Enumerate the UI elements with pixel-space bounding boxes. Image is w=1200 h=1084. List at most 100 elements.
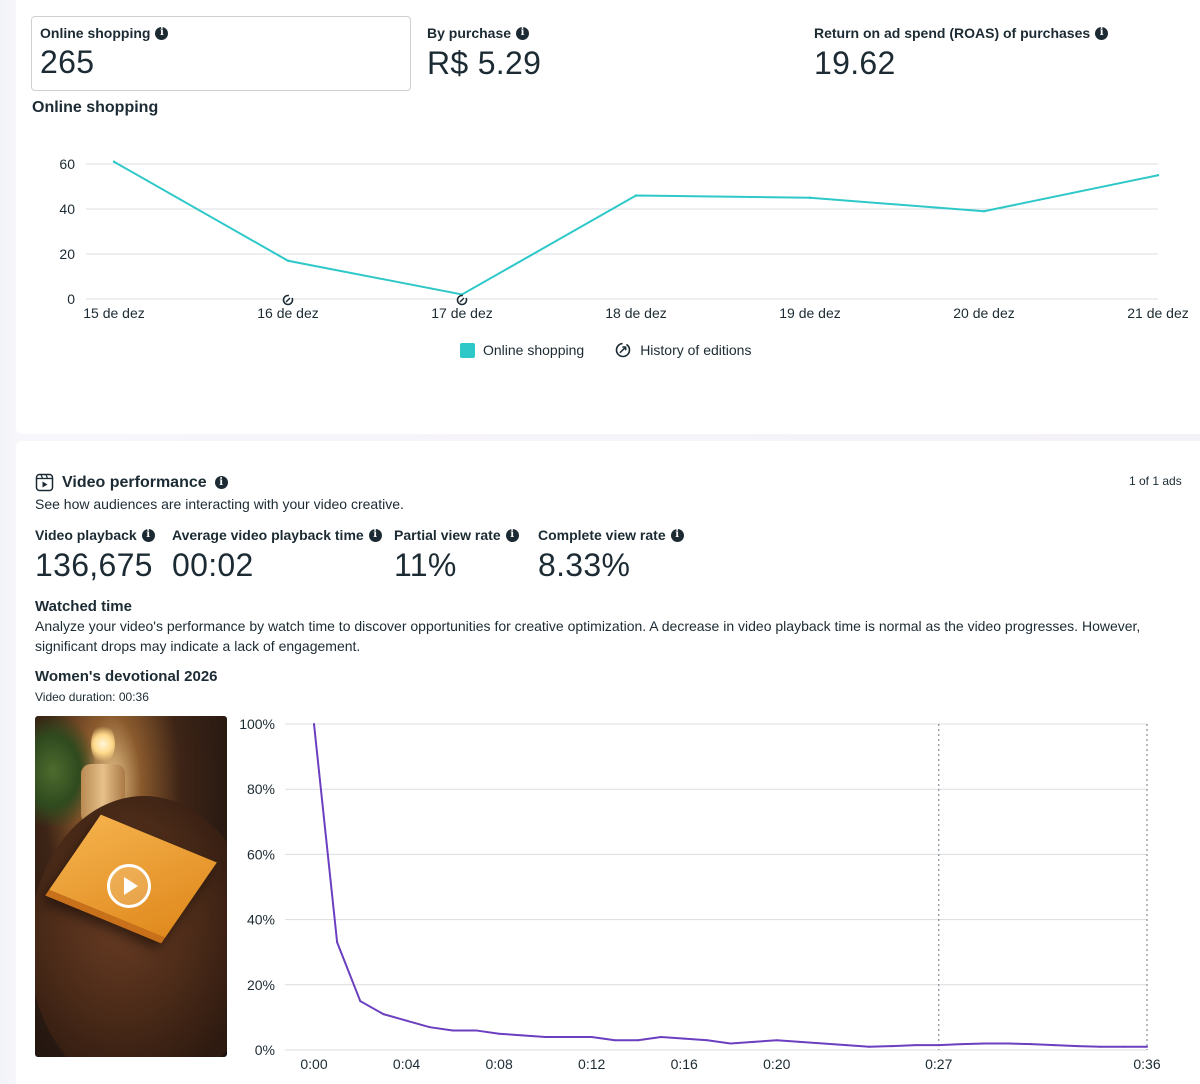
legend-swatch — [460, 342, 475, 358]
data-point — [382, 1013, 385, 1016]
data-point — [706, 1039, 709, 1042]
video-performance-header: Video performance i — [35, 473, 228, 492]
video-performance-title: Video performance — [62, 473, 207, 491]
video-performance-subtitle: See how audiences are interacting with y… — [35, 496, 404, 512]
x-tick-label: 0:08 — [485, 1056, 512, 1072]
metric-video-playback-label-row: Video playback i — [35, 527, 155, 543]
info-icon[interactable]: i — [214, 476, 228, 489]
watched-time-description: Analyze your video's performance by watc… — [35, 618, 1141, 654]
data-point — [359, 1000, 362, 1003]
metric-label: Return on ad spend (ROAS) of purchases — [814, 25, 1091, 41]
metric-label: Video playback — [35, 527, 137, 543]
data-point — [544, 1035, 547, 1038]
data-point — [590, 1035, 593, 1038]
info-icon[interactable]: i — [141, 528, 155, 542]
data-point — [1099, 1045, 1102, 1048]
series-line-online-shopping — [113, 160, 1159, 296]
data-point — [822, 1042, 825, 1045]
y-tick-label: 40% — [247, 912, 275, 928]
metric-value: 19.62 — [814, 45, 896, 81]
data-point — [752, 1040, 755, 1043]
x-tick-label: 17 de dez — [431, 305, 493, 321]
y-tick-label: 60% — [247, 846, 275, 862]
data-point — [683, 1037, 686, 1040]
x-tick-label: 18 de dez — [605, 305, 667, 321]
watched-time-chart: 0% 20% 40% 60% 80% 100% 0:00 0:04 0:08 0:12 0:16 0:… — [239, 716, 1161, 1072]
watched-time-title: Watched time — [35, 598, 132, 615]
metric-average-playback-time-label-row: Average video playback time i — [172, 527, 382, 543]
y-tick-label: 80% — [247, 781, 275, 797]
data-point — [474, 1029, 477, 1032]
play-icon[interactable] — [107, 864, 151, 908]
info-icon[interactable]: i — [368, 528, 382, 542]
metric-roas[interactable]: Return on ad spend (ROAS) of purchases i… — [814, 25, 1109, 82]
data-point — [845, 1044, 848, 1047]
metric-value: 8.33% — [538, 547, 631, 583]
x-tick-label: 19 de dez — [779, 305, 841, 321]
data-point — [313, 723, 315, 725]
metric-online-shopping[interactable]: Online shopping i 265 — [31, 16, 411, 91]
info-icon[interactable]: i — [1095, 26, 1109, 40]
y-tick-label: 20 — [59, 246, 75, 262]
data-point — [1076, 1045, 1079, 1048]
data-point — [1007, 1042, 1010, 1045]
data-point — [634, 194, 638, 197]
play-triangle — [124, 877, 138, 895]
data-point — [808, 196, 812, 199]
x-tick-label: 0:00 — [300, 1056, 327, 1072]
metric-by-purchase[interactable]: By purchase i R$ 5.29 — [427, 25, 541, 82]
candle-flame-shape — [91, 724, 115, 764]
metric-complete-view-rate[interactable]: Complete view rate i 8.33% — [538, 527, 684, 584]
y-tick-label: 40 — [59, 201, 75, 217]
x-tick-label: 21 de dez — [1127, 305, 1189, 321]
data-point — [567, 1035, 570, 1038]
info-icon[interactable]: i — [505, 528, 519, 542]
info-icon[interactable]: i — [670, 528, 684, 542]
data-point — [405, 1019, 408, 1022]
x-tick-label: 0:20 — [763, 1056, 790, 1072]
y-tick-label: 20% — [247, 977, 275, 993]
data-point — [868, 1045, 871, 1048]
metric-partial-view-rate[interactable]: Partial view rate i 11% — [394, 527, 519, 584]
metric-value: R$ 5.29 — [427, 45, 542, 81]
edit-history-marker-arrow — [459, 297, 465, 303]
x-tick-label: 16 de dez — [257, 305, 319, 321]
metric-video-playback[interactable]: Video playback i 136,675 — [35, 527, 155, 584]
x-tick-label: 20 de dez — [953, 305, 1015, 321]
legend-history-label[interactable]: History of editions — [640, 342, 752, 358]
data-point — [660, 1035, 663, 1038]
data-point — [1053, 1044, 1056, 1047]
data-point — [1146, 1045, 1148, 1048]
data-point — [336, 941, 339, 944]
legend-series-label[interactable]: Online shopping — [483, 342, 585, 358]
info-icon[interactable]: i — [155, 26, 169, 40]
data-point — [775, 1039, 778, 1042]
data-point — [451, 1029, 454, 1032]
y-tick-label: 100% — [239, 716, 275, 732]
data-point — [982, 210, 986, 213]
data-point — [112, 160, 116, 163]
data-point — [960, 1043, 963, 1046]
metric-label: Complete view rate — [538, 527, 666, 543]
shopping-chart-legend: Online shopping History of editions — [460, 341, 751, 359]
info-icon[interactable]: i — [516, 26, 530, 40]
metric-label: Online shopping — [40, 25, 151, 41]
metric-online-shopping-label-row: Online shopping i — [40, 25, 402, 41]
data-point — [937, 1044, 940, 1047]
metric-label: By purchase — [427, 25, 512, 41]
video-thumbnail[interactable] — [35, 716, 227, 1057]
series-line-watched-time — [313, 723, 1147, 1048]
x-tick-label: 0:04 — [393, 1056, 420, 1072]
data-point — [1030, 1043, 1033, 1046]
data-point — [636, 1039, 639, 1042]
creative-name: Women's devotional 2026 — [35, 668, 218, 685]
metric-label: Average video playback time — [172, 527, 364, 543]
shopping-chart-title: Online shopping — [32, 99, 159, 116]
data-point — [914, 1044, 917, 1047]
data-point — [984, 1042, 987, 1045]
metric-label: Partial view rate — [394, 527, 501, 543]
data-point — [498, 1032, 501, 1035]
metric-value: 00:02 — [172, 547, 254, 583]
metric-average-playback-time[interactable]: Average video playback time i 00:02 — [172, 527, 382, 584]
edit-history-marker-arrow — [285, 297, 291, 303]
